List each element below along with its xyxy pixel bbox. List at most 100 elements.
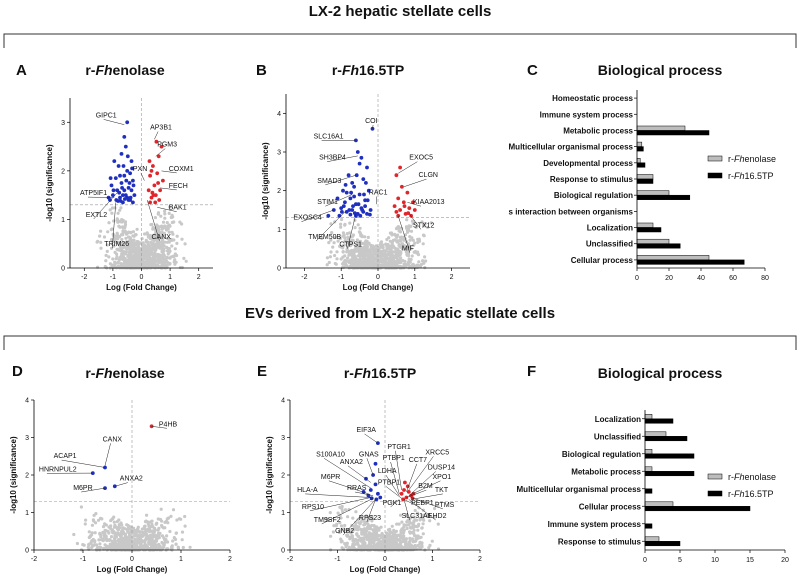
upregulated-point <box>400 184 404 189</box>
background-point <box>393 530 397 534</box>
background-point <box>398 542 403 547</box>
panel-letter: E <box>257 363 267 380</box>
gene-leader-line <box>403 499 420 508</box>
downregulated-point <box>366 188 371 193</box>
background-point <box>416 524 420 528</box>
y-tick-label: 0 <box>61 266 65 273</box>
background-point <box>378 546 382 551</box>
background-point <box>336 239 340 243</box>
background-point <box>371 528 375 532</box>
category-label: Localization <box>587 224 633 233</box>
background-point <box>345 533 349 538</box>
background-point <box>120 265 124 269</box>
downregulated-point <box>127 181 132 185</box>
background-point <box>116 247 120 252</box>
background-point <box>89 540 93 545</box>
category-label: Biological regulation <box>562 450 641 459</box>
x-tick-label: 15 <box>746 557 754 564</box>
bar-enolase <box>636 141 643 147</box>
background-point <box>420 526 424 530</box>
background-point <box>361 545 365 549</box>
x-tick-label: 1 <box>168 274 172 281</box>
x-tick-label: 0 <box>635 275 639 282</box>
background-point <box>114 531 119 535</box>
background-point <box>384 255 388 259</box>
gene-leader-line <box>103 119 125 125</box>
background-point <box>422 518 426 522</box>
background-point <box>362 536 366 540</box>
background-point <box>320 236 324 240</box>
gene-label: TKT <box>435 487 449 494</box>
background-point <box>406 251 410 256</box>
background-points <box>72 505 192 552</box>
category-label: Homeostatic process <box>552 94 633 103</box>
background-point <box>400 528 404 532</box>
background-point <box>145 262 149 267</box>
background-point <box>340 507 344 511</box>
downregulated-point <box>341 188 345 193</box>
background-point <box>115 261 119 265</box>
upregulated-point <box>156 154 161 159</box>
background-point <box>149 223 153 227</box>
gene-label: GNAS <box>359 451 379 458</box>
background-point <box>329 238 333 242</box>
downregulated-point <box>364 181 368 185</box>
background-point <box>409 257 413 262</box>
downregulated-point <box>373 461 378 466</box>
background-point <box>397 522 401 526</box>
background-point <box>340 539 344 544</box>
background-point <box>134 261 138 265</box>
gene-label: EXOSC4 <box>293 215 322 222</box>
background-point <box>183 514 187 519</box>
x-axis-label: Log (Fold Change) <box>97 565 168 574</box>
background-point <box>358 226 362 230</box>
background-point <box>140 527 144 531</box>
background-point <box>333 253 337 258</box>
background-point <box>168 529 172 534</box>
background-point <box>146 522 150 526</box>
background-point <box>428 543 432 548</box>
background-point <box>420 545 424 549</box>
downregulated-point <box>339 206 344 211</box>
background-point <box>122 540 126 545</box>
background-point <box>418 541 422 545</box>
background-point <box>365 525 370 530</box>
background-point <box>336 511 340 515</box>
background-point <box>160 534 165 538</box>
background-point <box>356 534 360 538</box>
upregulated-point <box>150 190 155 195</box>
panel-f: F Biological process Localization Unclassif… <box>517 363 789 564</box>
downregulated-point <box>361 177 366 182</box>
gene-label: M6PR <box>321 474 340 481</box>
background-point <box>338 521 342 525</box>
background-point <box>338 236 342 241</box>
background-point <box>104 253 108 257</box>
upregulated-point <box>405 190 410 195</box>
background-point <box>388 256 392 260</box>
upregulated-point <box>157 198 162 202</box>
background-point <box>388 239 392 243</box>
background-point <box>341 231 345 235</box>
background-point <box>425 514 429 518</box>
upregulated-point <box>153 200 158 205</box>
background-point <box>126 258 130 262</box>
gene-leader-line <box>408 480 441 496</box>
background-point <box>370 523 374 528</box>
background-point <box>90 545 94 550</box>
background-point <box>354 542 358 546</box>
x-tick-label: 1 <box>413 274 417 281</box>
background-point <box>148 256 152 260</box>
background-point <box>402 546 406 550</box>
background-point <box>159 507 163 511</box>
gene-label: MIF <box>402 246 414 253</box>
background-point <box>113 260 117 264</box>
background-point <box>405 229 410 233</box>
background-point <box>173 258 177 262</box>
section1-title: LX-2 hepatic stellate cells <box>309 3 492 20</box>
gene-label: CANX <box>152 234 172 241</box>
gene-leader-line <box>140 172 145 181</box>
x-tick-label: 0 <box>376 274 380 281</box>
x-tick-label: -1 <box>334 556 340 563</box>
background-point <box>385 244 390 248</box>
gene-label: CANX <box>103 436 123 443</box>
